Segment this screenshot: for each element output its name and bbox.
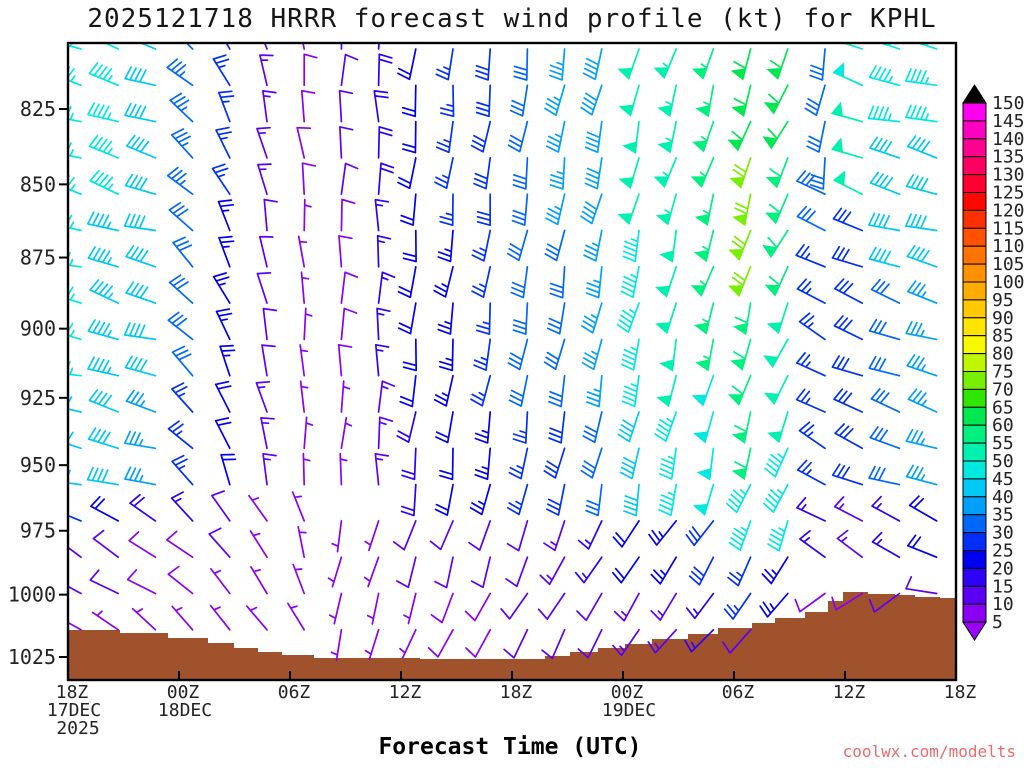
barb-column-8	[363, 43, 396, 661]
barb-column-16	[647, 48, 678, 654]
svg-text:60: 60	[992, 415, 1014, 436]
svg-text:25: 25	[992, 541, 1014, 562]
svg-text:50: 50	[992, 451, 1014, 472]
svg-text:00Z: 00Z	[167, 682, 200, 703]
svg-text:145: 145	[992, 111, 1024, 132]
svg-text:80: 80	[992, 344, 1014, 365]
svg-text:925: 925	[20, 386, 56, 410]
svg-text:900: 900	[20, 317, 56, 341]
svg-text:130: 130	[992, 165, 1024, 186]
barb-column-9	[392, 48, 418, 659]
barb-column-5	[246, 43, 278, 631]
svg-text:135: 135	[992, 147, 1024, 168]
svg-text:18Z: 18Z	[56, 682, 89, 703]
svg-text:70: 70	[992, 379, 1014, 400]
barb-column-15	[612, 48, 640, 657]
barb-column-10	[427, 48, 455, 658]
svg-text:140: 140	[992, 129, 1024, 150]
barb-column-14	[574, 48, 603, 659]
svg-text:10: 10	[992, 594, 1014, 615]
svg-text:06Z: 06Z	[278, 682, 311, 703]
colorbar-over-arrow	[962, 84, 987, 104]
svg-text:825: 825	[20, 97, 56, 121]
svg-text:65: 65	[992, 397, 1014, 418]
svg-text:00Z: 00Z	[611, 682, 644, 703]
x-axis-title: Forecast Time (UTC)	[378, 734, 642, 760]
svg-text:975: 975	[20, 519, 56, 543]
barb-column-18	[722, 48, 752, 654]
barb-column-23	[905, 43, 938, 595]
barb-column-13	[537, 48, 566, 660]
barb-column-19	[759, 48, 789, 618]
barb-column-4	[208, 43, 237, 631]
svg-text:12Z: 12Z	[389, 682, 422, 703]
svg-text:20: 20	[992, 558, 1014, 579]
svg-text:45: 45	[992, 469, 1014, 490]
barb-column-20	[794, 48, 826, 613]
wind-barb-field	[68, 43, 938, 662]
svg-text:950: 950	[20, 453, 56, 477]
svg-text:125: 125	[992, 183, 1024, 204]
svg-text:85: 85	[992, 326, 1014, 347]
colorbar-under-arrow	[962, 621, 987, 642]
svg-text:105: 105	[992, 254, 1024, 275]
svg-text:40: 40	[992, 487, 1014, 508]
svg-text:15: 15	[992, 576, 1014, 597]
barb-column-11	[464, 48, 492, 658]
svg-text:1025: 1025	[8, 645, 56, 669]
svg-text:55: 55	[992, 433, 1014, 454]
svg-text:17DEC: 17DEC	[47, 700, 101, 721]
chart-title: 2025121718 HRRR forecast wind profile (k…	[87, 4, 937, 34]
svg-text:19DEC: 19DEC	[602, 700, 656, 721]
svg-text:100: 100	[992, 272, 1024, 293]
barb-column-6	[287, 43, 318, 631]
svg-text:35: 35	[992, 505, 1014, 526]
plot-border	[66, 41, 958, 682]
svg-text:875: 875	[20, 246, 56, 270]
svg-text:06Z: 06Z	[722, 682, 755, 703]
barb-column-3	[166, 43, 194, 631]
barb-column-22	[867, 43, 901, 613]
watermark-text: coolwx.com/modelts	[842, 742, 1016, 761]
svg-text:90: 90	[992, 308, 1014, 329]
svg-text:2025: 2025	[56, 718, 99, 739]
barb-column-12	[500, 48, 529, 659]
barb-column-2	[123, 43, 157, 631]
barb-column-21	[830, 43, 864, 611]
svg-text:18Z: 18Z	[500, 682, 533, 703]
svg-text:1000: 1000	[8, 583, 56, 607]
svg-text:18Z: 18Z	[944, 682, 977, 703]
colorbar: 1501451401351301251201151101051009590858…	[962, 84, 1024, 642]
barb-column-1	[86, 43, 120, 631]
svg-text:850: 850	[20, 172, 56, 196]
svg-text:5: 5	[992, 612, 1003, 633]
svg-text:110: 110	[992, 236, 1024, 257]
svg-text:30: 30	[992, 523, 1014, 544]
barb-column-7	[327, 43, 359, 662]
svg-text:95: 95	[992, 290, 1014, 311]
svg-text:115: 115	[992, 218, 1024, 239]
barb-column-17	[684, 48, 715, 653]
svg-text:18DEC: 18DEC	[158, 700, 212, 721]
svg-text:12Z: 12Z	[833, 682, 866, 703]
svg-text:150: 150	[992, 93, 1024, 114]
svg-text:120: 120	[992, 200, 1024, 221]
terrain-silhouette	[68, 592, 956, 680]
svg-text:75: 75	[992, 362, 1014, 383]
